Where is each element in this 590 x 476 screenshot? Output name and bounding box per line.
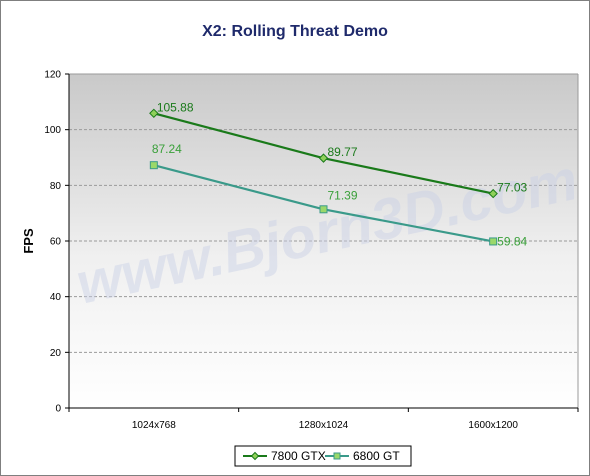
data-label: 105.88 — [157, 100, 194, 114]
y-axis-ticks: 0 20 40 60 80 100 120 — [44, 70, 69, 415]
y-tick-label: 80 — [50, 181, 62, 192]
y-tick-label: 120 — [44, 70, 61, 81]
data-label: 71.39 — [328, 188, 358, 202]
data-point — [489, 237, 498, 246]
series-0: 105.88 89.77 77.03 — [149, 100, 528, 199]
data-point — [318, 153, 329, 163]
y-tick-label: 20 — [50, 348, 62, 359]
legend-entry: 6800 GT — [325, 449, 400, 463]
y-axis-label: FPS — [21, 228, 36, 254]
gridlines — [69, 73, 579, 408]
legend-entry: 7800 GTX — [243, 449, 326, 463]
y-tick-label: 40 — [50, 292, 62, 303]
data-label: 59.84 — [497, 234, 527, 248]
legend-marker — [333, 452, 341, 460]
data-point — [149, 108, 159, 119]
y-tick-label: 0 — [55, 404, 61, 415]
legend-marker — [250, 451, 260, 461]
data-label: 77.03 — [497, 181, 527, 195]
data-label: 89.77 — [328, 145, 358, 159]
y-tick-label: 100 — [44, 125, 61, 136]
x-tick-label: 1024x768 — [132, 420, 176, 431]
chart-title: X2: Rolling Threat Demo — [202, 23, 388, 40]
series-1: 87.24 71.39 59.84 — [149, 142, 528, 248]
x-tick-label: 1280x1024 — [299, 420, 349, 431]
legend-label: 7800 GTX — [271, 449, 326, 463]
legend: 7800 GTX 6800 GT — [234, 445, 412, 467]
y-tick-label: 60 — [50, 237, 62, 248]
x-axis-ticks: 1024x768 1280x1024 1600x1200 — [68, 408, 579, 431]
data-point — [319, 205, 328, 214]
data-point — [488, 188, 498, 199]
data-label: 87.24 — [152, 142, 182, 156]
legend-label: 6800 GT — [353, 449, 400, 463]
series-layer: 105.88 89.77 77.03 87.24 71.39 59.84 — [149, 100, 528, 248]
data-point — [149, 161, 158, 170]
x-tick-label: 1600x1200 — [468, 420, 518, 431]
legend-box — [234, 445, 412, 467]
